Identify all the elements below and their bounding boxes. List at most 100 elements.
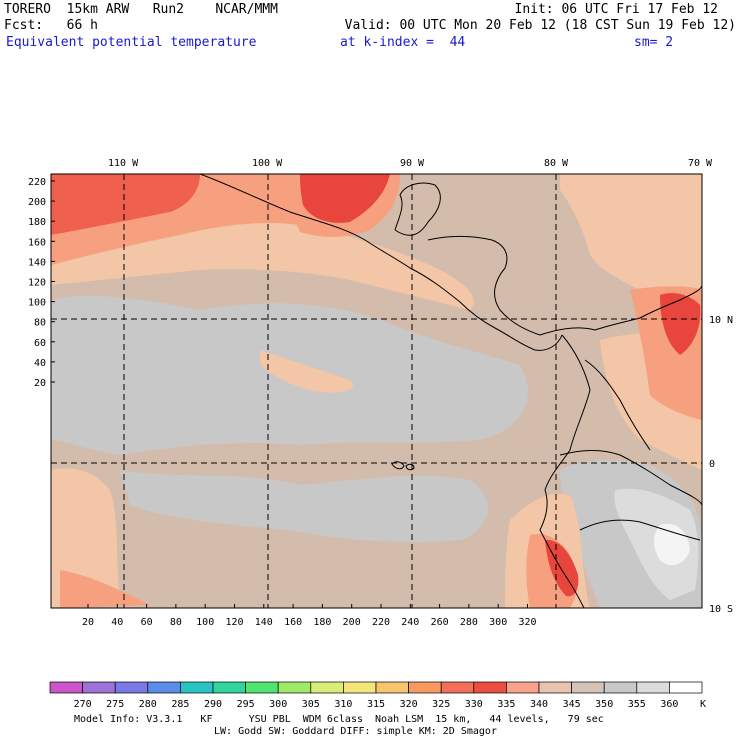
x-tick-label: 260	[431, 617, 449, 628]
coast-venezuela	[594, 284, 702, 331]
coast-south-america-west	[539, 334, 591, 608]
colorbar-label: 300	[269, 699, 287, 710]
colorbar-swatch	[277, 681, 312, 694]
lon-labels: 110 W 100 W 90 W 80 W 70 W	[108, 158, 713, 169]
field-red-north	[51, 174, 200, 235]
field-peach-northeast	[560, 174, 702, 320]
model-info-line2: LW: Godd SW: Goddard DIFF: simple KM: 2D…	[214, 726, 497, 737]
colorbar-label: 360	[660, 699, 678, 710]
colorbar-swatch	[343, 681, 377, 694]
x-tick-label: 20	[82, 617, 94, 628]
level-index: at k-index = 44	[340, 35, 466, 50]
y-tick-label: 20	[34, 378, 46, 389]
lat-label-10n: 10 N	[709, 315, 733, 326]
x-tick-label: 40	[111, 617, 123, 628]
x-tick-label: 300	[489, 617, 507, 628]
colorbar-swatch	[571, 681, 605, 694]
x-tick-label: 320	[518, 617, 536, 628]
colorbar-swatch	[669, 681, 703, 694]
y-tick-label: 80	[34, 318, 46, 329]
colorbar-swatch	[82, 681, 116, 694]
colorbar-swatch	[49, 681, 83, 694]
colorbar-swatch	[440, 681, 475, 694]
x-tick-label: 280	[460, 617, 478, 628]
field-peach-tongue	[260, 350, 354, 393]
colorbar-label: 270	[74, 699, 92, 710]
x-tick-label: 240	[401, 617, 419, 628]
colorbar-swatch	[408, 681, 442, 694]
colorbar-label: 305	[302, 699, 320, 710]
lon-label-80w: 80 W	[544, 158, 569, 169]
x-tick-label: 200	[343, 617, 361, 628]
colorbar-swatch	[180, 681, 214, 694]
field-salmon-southwest	[60, 570, 150, 608]
colorbar-swatch	[245, 681, 279, 694]
coast-peru-border	[579, 519, 701, 541]
x-tick-label: 160	[284, 617, 302, 628]
coast-mexico-central-america	[199, 174, 563, 351]
x-tick-label: 180	[313, 617, 331, 628]
model-info-line1: Model Info: V3.3.1 KF YSU PBL WDM 6class…	[74, 714, 604, 725]
field-name: Equivalent potential temperature	[6, 35, 257, 50]
colorbar-label: 285	[171, 699, 189, 710]
lon-label-70w: 70 W	[688, 158, 713, 169]
colorbar: 270 275 280 285 290 295 300 305 310 315 320 325 330 3…	[49, 681, 706, 710]
colorbar-label: 330	[465, 699, 483, 710]
init-time: Init: 06 UTC Fri 17 Feb 12	[514, 2, 719, 17]
colorbar-label: 320	[400, 699, 418, 710]
lon-label-110w: 110 W	[108, 158, 139, 169]
colorbar-swatch	[636, 681, 670, 694]
colorbar-label: 350	[595, 699, 613, 710]
y-tick-label: 200	[28, 197, 46, 208]
colorbar-label: 280	[139, 699, 157, 710]
colorbar-swatch	[375, 681, 409, 694]
latlon-grid	[51, 174, 702, 608]
coast-ecuador-border	[559, 450, 702, 506]
model-name: TORERO 15km ARW Run2 NCAR/MMM	[4, 2, 278, 17]
colorbar-swatch	[212, 681, 246, 694]
colorbar-label: 355	[628, 699, 646, 710]
colorbar-swatch	[310, 681, 344, 694]
colorbar-swatch	[603, 681, 638, 694]
y-tick-label: 120	[28, 278, 46, 289]
colorbar-label: 325	[432, 699, 450, 710]
colorbar-label: 310	[334, 699, 352, 710]
colorbar-label: 290	[204, 699, 222, 710]
x-tick-label: 120	[225, 617, 243, 628]
colorbar-label: 295	[237, 699, 255, 710]
coastlines	[199, 174, 702, 608]
map-field	[51, 174, 702, 608]
y-tick-label: 40	[34, 358, 46, 369]
colorbar-unit: K	[700, 699, 706, 710]
coast-yucatan	[394, 182, 441, 236]
field-gray-south	[120, 470, 489, 542]
lat-labels: 10 N 0 10 S	[709, 315, 733, 615]
y-tick-label: 180	[28, 217, 46, 228]
x-axis-ticks: 20 40 60 80 100 120 140 160 180 200 220 240 260 280 30…	[82, 604, 537, 628]
x-tick-label: 100	[196, 617, 214, 628]
field-red-mexico	[300, 174, 390, 223]
lon-label-90w: 90 W	[400, 158, 425, 169]
y-tick-label: 100	[28, 298, 46, 309]
y-tick-label: 220	[28, 177, 46, 188]
colorbar-label: 335	[497, 699, 515, 710]
y-tick-label: 140	[28, 257, 46, 268]
colorbar-swatch	[114, 681, 149, 694]
coast-caribbean	[427, 235, 596, 336]
coast-galapagos	[391, 461, 415, 471]
colorbar-label: 345	[563, 699, 581, 710]
colorbar-label: 340	[530, 699, 548, 710]
colorbar-swatch	[538, 681, 572, 694]
valid-time: Valid: 00 UTC Mon 20 Feb 12 (18 CST Sun …	[344, 18, 736, 33]
x-tick-label: 60	[141, 617, 153, 628]
y-axis-ticks: 220 200 180 160 140 120 100 80 60 40 20	[28, 177, 55, 389]
colorbar-label: 275	[106, 699, 124, 710]
x-tick-label: 220	[372, 617, 390, 628]
colorbar-swatch	[473, 681, 507, 694]
x-tick-label: 80	[170, 617, 182, 628]
y-tick-label: 60	[34, 338, 46, 349]
field-white-patch	[654, 523, 690, 566]
lat-label-10s: 10 S	[709, 604, 733, 615]
field-red-colombia	[660, 293, 701, 355]
map-frame	[50, 173, 703, 609]
